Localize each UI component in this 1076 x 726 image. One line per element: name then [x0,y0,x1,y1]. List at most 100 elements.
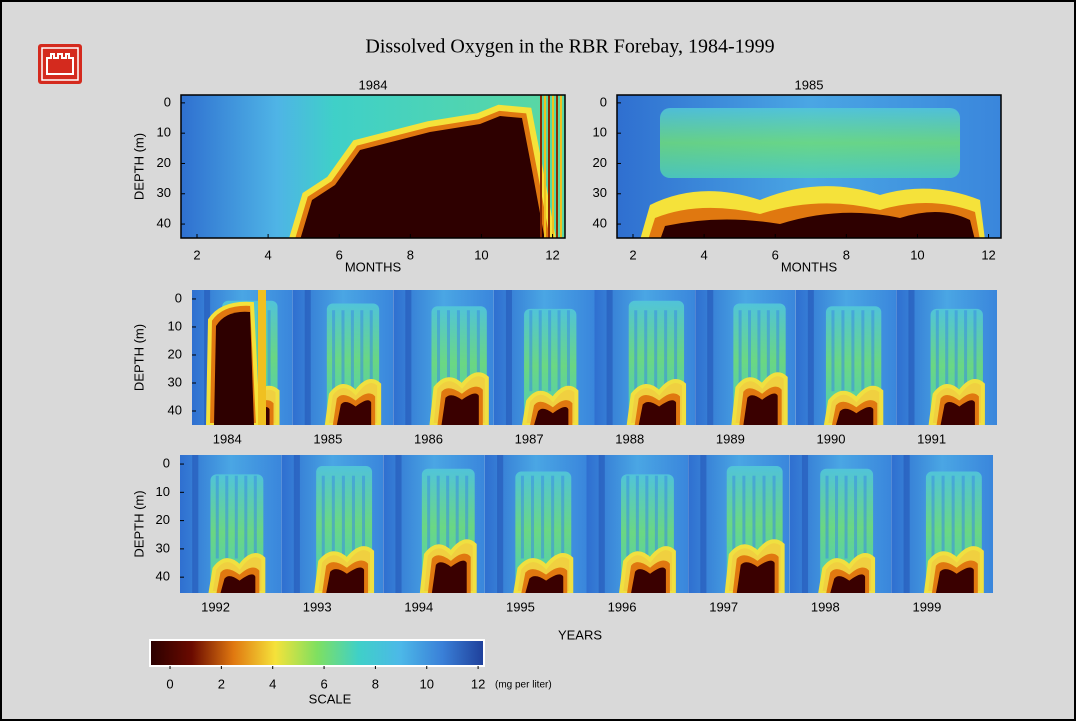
x-tick-label: 2 [193,247,200,262]
field [935,567,974,593]
field [234,475,238,559]
field [738,310,742,392]
field [736,560,775,593]
field [908,290,915,425]
heatmap [484,455,587,593]
x-axis-label: MONTHS [345,259,402,274]
field [332,310,336,392]
field [548,310,552,392]
y-tick-label: 40 [156,569,170,584]
field [331,475,335,559]
field [341,475,345,559]
year-label: 1993 [303,599,332,614]
x-tick-label: 4 [264,247,271,262]
field [854,475,858,559]
scale-tick-label: 8 [372,676,379,691]
field [831,310,835,392]
year-label: 1987 [515,431,544,446]
y-tick-label: 40 [157,216,171,231]
year-label: 1998 [811,599,840,614]
field [405,290,412,425]
y-tick-label: 20 [156,512,170,527]
field [446,475,450,559]
y-tick-label: 40 [593,216,607,231]
x-tick-label: 2 [629,247,636,262]
field [660,211,975,238]
field [941,475,945,559]
field [801,455,809,593]
field [835,407,874,425]
field [244,475,248,559]
heatmap [180,455,282,593]
field [935,310,939,392]
year-label: 1997 [709,599,738,614]
field [807,290,814,425]
field [971,475,975,559]
field [556,95,558,238]
year-label: 1991 [917,431,946,446]
field [436,475,440,559]
field [645,475,649,559]
field [757,310,761,392]
field [534,407,569,425]
year-label: 1994 [404,599,433,614]
field [321,475,325,559]
year-label: 1988 [615,431,644,446]
field [566,310,570,392]
heatmap [617,95,1001,238]
field [844,475,848,559]
field [830,574,866,593]
field [654,475,658,559]
field [638,400,677,425]
field [225,475,229,559]
field [267,310,271,392]
y-axis-label: DEPTH (m) [131,490,146,557]
year-label: 1989 [716,431,745,446]
field [762,475,766,559]
field [304,290,311,425]
field [945,310,949,392]
field [606,290,613,425]
x-tick-label: 6 [772,247,779,262]
field [544,95,546,238]
heatmap [292,290,394,425]
y-tick-label: 0 [163,455,170,470]
field [476,310,480,392]
heatmap [789,455,892,593]
field [204,290,211,425]
year-label: 1996 [608,599,637,614]
field [626,475,630,559]
field [835,475,839,559]
year-label: 1984 [213,431,242,446]
y-tick-label: 30 [168,374,182,389]
y-axis-label: DEPTH (m) [131,133,146,200]
field [531,475,535,559]
field [752,475,756,559]
field [973,310,977,392]
heatmap [896,290,997,425]
field [455,475,459,559]
x-tick-label: 10 [910,247,924,262]
field [940,400,975,425]
y-tick-label: 40 [168,402,182,417]
field [841,310,845,392]
heatmap [192,290,293,425]
field [931,475,935,559]
field [766,310,770,392]
field [961,475,965,559]
field [456,310,460,392]
field [674,310,678,392]
x-tick-label: 6 [336,247,343,262]
heatmap [695,290,796,425]
chart-title: Dissolved Oxygen in the RBR Forebay, 198… [365,36,774,58]
heatmap [891,455,993,593]
scale-tick-label: 10 [420,676,434,691]
field [437,310,441,392]
heatmap [383,455,485,593]
y-tick-label: 30 [156,540,170,555]
heatmap [586,455,689,593]
scale-label: SCALE [309,691,352,706]
scale-tick-label: 6 [320,676,327,691]
x-tick-label: 12 [981,247,995,262]
y-tick-label: 30 [593,185,607,200]
